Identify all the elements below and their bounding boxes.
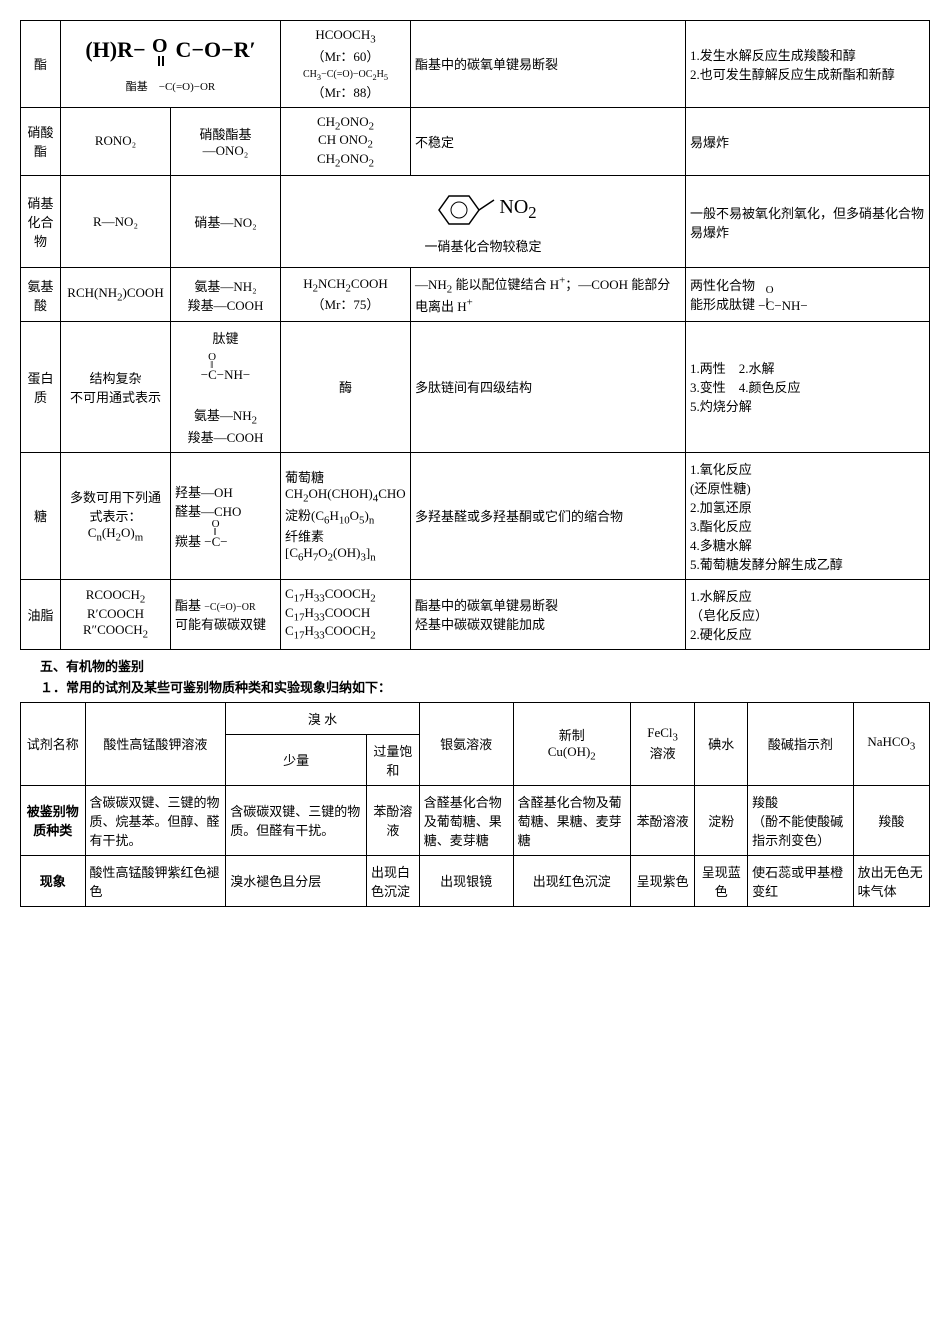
- nitrate-property: 不稳定: [411, 107, 686, 176]
- phen-kmno4: 酸性高锰酸钾紫红色褪色: [85, 855, 226, 906]
- species-cuoh2: 含醛基化合物及葡萄糖、果糖、麦芽糖: [513, 785, 630, 855]
- subsection-1: １．常用的试剂及某些可鉴别物质种类和实验现象归纳如下：: [40, 677, 930, 696]
- sugar-structure: 多数可用下列通式表示：Cn(H2O)m: [61, 452, 171, 579]
- nitrate-reaction: 易爆炸: [686, 107, 930, 176]
- table-row: 酯 (H)R−OC−O−R′ 酯基 −C(=O)−OR HCOOCH3（Mr：6…: [21, 21, 930, 108]
- identification-table: 试剂名称 酸性高锰酸钾溶液 溴 水 银氨溶液 新制Cu(OH)2 FeCl3溶液…: [20, 702, 930, 907]
- phenomenon-row: 现象 酸性高锰酸钾紫红色褪色 溴水褪色且分层 出现白色沉淀 出现银镜 出现红色沉…: [21, 855, 930, 906]
- phen-cuoh2: 出现红色沉淀: [513, 855, 630, 906]
- table-row: 硝酸酯 RONO₂ 硝酸酯基 —ONO₂ CH2ONO2CH ONO2CH2ON…: [21, 107, 930, 176]
- species-silver: 含醛基化合物及葡萄糖、果糖、麦芽糖: [419, 785, 513, 855]
- hdr-bromine-excess: 过量饱和: [366, 734, 419, 785]
- section-5-title: 五、有机物的鉴别: [40, 656, 930, 675]
- sugar-fg: 羟基—OH醛基—CHO 羰基 −CO‖−: [171, 452, 281, 579]
- hdr-bromine-small: 少量: [226, 734, 367, 785]
- table-row: 蛋白质 结构复杂 不可用通式表示 肽键 −CO‖−NH− 氨基—NH2羧基—CO…: [21, 321, 930, 452]
- lipid-example: C17H33COOCH2C17H33COOCHC17H33COOCH2: [281, 579, 411, 649]
- organic-compounds-table: 酯 (H)R−OC−O−R′ 酯基 −C(=O)−OR HCOOCH3（Mr：6…: [20, 20, 930, 650]
- hdr-kmno4: 酸性高锰酸钾溶液: [85, 702, 226, 785]
- protein-structure: 结构复杂 不可用通式表示: [61, 321, 171, 452]
- phen-silver: 出现银镜: [419, 855, 513, 906]
- hdr-iodine: 碘水: [695, 702, 748, 785]
- lipid-property: 酯基中的碳氧单键易断裂 烃基中碳碳双键能加成: [411, 579, 686, 649]
- protein-property: 多肽链间有四级结构: [411, 321, 686, 452]
- sugar-property: 多羟基醛或多羟基酮或它们的缩合物: [411, 452, 686, 579]
- phen-br-excess: 出现白色沉淀: [366, 855, 419, 906]
- lipid-fg: 酯基 −C(=O)−OR可能有碳碳双键: [171, 579, 281, 649]
- svg-text:O: O: [152, 35, 168, 57]
- hdr-reagent-name: 试剂名称: [21, 702, 86, 785]
- phen-br-small: 溴水褪色且分层: [226, 855, 367, 906]
- nitrate-structure: RONO₂: [61, 107, 171, 176]
- row-label-lipid: 油脂: [21, 579, 61, 649]
- amino-property: —NH2 能以配位键结合 H+；—COOH 能部分电离出 H+: [411, 268, 686, 322]
- row-label-amino: 氨基酸: [21, 268, 61, 322]
- phen-fecl3: 呈现紫色: [630, 855, 695, 906]
- protein-example: 酶: [281, 321, 411, 452]
- amino-example: H2NCH2COOH（Mr：75）: [281, 268, 411, 322]
- species-nahco3: 羧酸: [853, 785, 929, 855]
- table-row: 油脂 RCOOCH2R′COOCHR″COOCH2 酯基 −C(=O)−OR可能…: [21, 579, 930, 649]
- lipid-reaction: 1.水解反应 （皂化反应） 2.硬化反应: [686, 579, 930, 649]
- nitrate-fg: 硝酸酯基 —ONO₂: [171, 107, 281, 176]
- nitrate-example: CH2ONO2CH ONO2CH2ONO2: [281, 107, 411, 176]
- species-label: 被鉴别物质种类: [21, 785, 86, 855]
- amino-structure: RCH(NH2)COOH: [61, 268, 171, 322]
- species-br-small: 含碳碳双键、三键的物质。但醛有干扰。: [226, 785, 367, 855]
- table-header-row: 试剂名称 酸性高锰酸钾溶液 溴 水 银氨溶液 新制Cu(OH)2 FeCl3溶液…: [21, 702, 930, 734]
- amino-fg: 氨基—NH₂ 羧基—COOH: [171, 268, 281, 322]
- table-row: 氨基酸 RCH(NH2)COOH 氨基—NH₂ 羧基—COOH H2NCH2CO…: [21, 268, 930, 322]
- ester-reaction: 1.发生水解反应生成羧酸和醇 2.也可发生醇解反应生成新酯和新醇: [686, 21, 930, 108]
- nitro-fg: 硝基—NO₂: [171, 176, 281, 268]
- phen-iodine: 呈现蓝色: [695, 855, 748, 906]
- nitro-reaction: 一般不易被氧化剂氧化，但多硝基化合物易爆炸: [686, 176, 930, 268]
- lipid-structure: RCOOCH2R′COOCHR″COOCH2: [61, 579, 171, 649]
- phen-label: 现象: [21, 855, 86, 906]
- hdr-cuoh2: 新制Cu(OH)2: [513, 702, 630, 785]
- table-row: 糖 多数可用下列通式表示：Cn(H2O)m 羟基—OH醛基—CHO 羰基 −CO…: [21, 452, 930, 579]
- hdr-silver: 银氨溶液: [419, 702, 513, 785]
- row-label-nitrate: 硝酸酯: [21, 107, 61, 176]
- row-label-ester: 酯: [21, 21, 61, 108]
- row-label-sugar: 糖: [21, 452, 61, 579]
- hdr-fecl3: FeCl3溶液: [630, 702, 695, 785]
- table-row: 硝基化合物 R—NO₂ 硝基—NO₂ NO2 一硝基化合物较稳定 一般不易被氧化…: [21, 176, 930, 268]
- species-indicator: 羧酸 （酚不能使酸碱指示剂变色）: [748, 785, 854, 855]
- protein-reaction: 1.两性 2.水解 3.变性 4.颜色反应 5.灼烧分解: [686, 321, 930, 452]
- sugar-example: 葡萄糖CH2OH(CHOH)4CHO淀粉(C6H10O5)n纤维素[C6H7O2…: [281, 452, 411, 579]
- species-row: 被鉴别物质种类 含碳碳双键、三键的物质、烷基苯。但醇、醛有干扰。 含碳碳双键、三…: [21, 785, 930, 855]
- protein-fg: 肽键 −CO‖−NH− 氨基—NH2羧基—COOH: [171, 321, 281, 452]
- phen-indicator: 使石蕊或甲基橙变红: [748, 855, 854, 906]
- ester-structure: (H)R−OC−O−R′ 酯基 −C(=O)−OR: [61, 21, 281, 108]
- hdr-indicator: 酸碱指示剂: [748, 702, 854, 785]
- species-kmno4: 含碳碳双键、三键的物质、烷基苯。但醇、醛有干扰。: [85, 785, 226, 855]
- ester-property: 酯基中的碳氧单键易断裂: [411, 21, 686, 108]
- row-label-protein: 蛋白质: [21, 321, 61, 452]
- nitro-example: NO2 一硝基化合物较稳定: [281, 176, 686, 268]
- sugar-reaction: 1.氧化反应 (还原性糖) 2.加氢还原 3.酯化反应 4.多糖水解 5.葡萄糖…: [686, 452, 930, 579]
- species-iodine: 淀粉: [695, 785, 748, 855]
- hdr-nahco3: NaHCO3: [853, 702, 929, 785]
- row-label-nitro: 硝基化合物: [21, 176, 61, 268]
- ester-example: HCOOCH3（Mr：60）CH3−C(=O)−OC2H5（Mr：88）: [281, 21, 411, 108]
- hdr-bromine: 溴 水: [226, 702, 420, 734]
- nitro-structure: R—NO₂: [61, 176, 171, 268]
- species-br-excess: 苯酚溶液: [366, 785, 419, 855]
- amino-reaction: 两性化合物能形成肽键 −CO‖−NH−: [686, 268, 930, 322]
- species-fecl3: 苯酚溶液: [630, 785, 695, 855]
- phen-nahco3: 放出无色无味气体: [853, 855, 929, 906]
